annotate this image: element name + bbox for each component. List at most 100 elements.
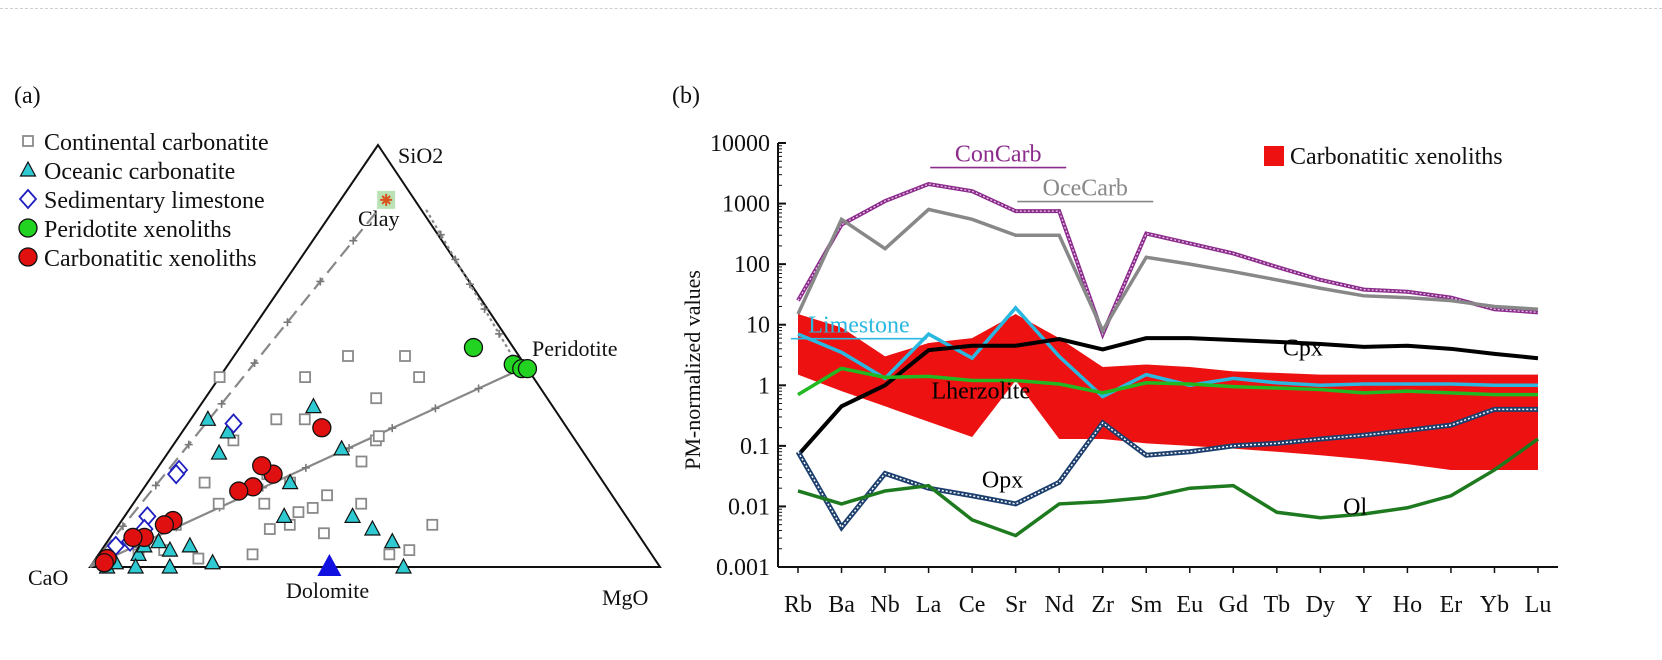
mixing-tick (283, 318, 292, 327)
point-oceanic-carbonatite (333, 439, 351, 456)
mixing-tick (118, 522, 127, 531)
ternary-triangle (88, 143, 662, 568)
point-oceanic-carbonatite (344, 507, 362, 523)
y-tick-label: 0.01 (728, 494, 770, 520)
point-carbonatitic-xenoliths (94, 553, 114, 573)
point-continental-carbonatite (403, 544, 416, 557)
legend-a-label: Sedimentary limestone (44, 188, 265, 214)
mixing-tick (349, 236, 358, 245)
legend-a-label: Peridotite xenoliths (44, 217, 231, 243)
y-tick-label: 0.001 (716, 555, 770, 581)
clay-label: Clay (358, 206, 400, 231)
peridotite-label: Peridotite (532, 336, 618, 361)
x-tick-label: Nb (870, 592, 899, 618)
point-continental-carbonatite (321, 489, 333, 502)
y-tick-label: 10 (746, 313, 770, 339)
point-oceanic-carbonatite (199, 410, 217, 426)
point-continental-carbonatite (246, 548, 259, 561)
apex-mgo-label: MgO (602, 585, 648, 610)
x-tick-label: Sm (1130, 592, 1162, 618)
point-continental-carbonatite (413, 371, 426, 384)
point-oceanic-carbonatite (210, 443, 228, 460)
point-sedimentary-limestone (224, 413, 243, 434)
point-continental-carbonatite (383, 548, 396, 561)
series-line-opx-pattern (797, 408, 1538, 529)
y-tick-label: 1 (758, 373, 770, 399)
dolomite-label: Dolomite (286, 578, 369, 603)
point-continental-carbonatite (318, 527, 330, 540)
series-label-cpx: Cpx (1283, 336, 1323, 362)
point-continental-carbonatite (212, 497, 225, 510)
series-lines (795, 181, 1540, 538)
mixing-tick (451, 255, 460, 264)
legend-a-label: Oceanic carbonatite (44, 159, 235, 185)
x-tick-label: Dy (1306, 592, 1335, 618)
clay-star (380, 193, 393, 206)
series-line-cpx (796, 336, 1539, 457)
x-tick-label: Eu (1176, 592, 1203, 618)
x-tick-label: Er (1440, 592, 1463, 618)
point-sedimentary-limestone (166, 463, 186, 485)
x-tick-label: La (916, 592, 942, 618)
x-tick-label: Tb (1263, 592, 1290, 618)
legend-a-marker (18, 218, 38, 238)
apex-cao-label: CaO (28, 565, 68, 590)
x-tick-label: Ba (828, 592, 855, 618)
point-oceanic-carbonatite (181, 536, 199, 553)
x-tick-label: Nd (1045, 592, 1074, 618)
ternary-points (94, 190, 538, 576)
point-continental-carbonatite (298, 413, 311, 426)
y-tick-label: 1000 (722, 192, 770, 218)
point-peridotite-xenoliths (463, 337, 484, 358)
legend-a-marker (18, 247, 38, 267)
series-line-ol (797, 437, 1540, 538)
point-oceanic-carbonatite (394, 557, 413, 574)
point-oceanic-carbonatite (363, 519, 381, 536)
x-tick-label: Rb (784, 592, 812, 618)
apex-sio2-label: SiO2 (398, 143, 443, 168)
series-line-ocecarb (796, 207, 1539, 335)
x-tick-label: Ho (1393, 592, 1422, 618)
mixing-tick (431, 404, 440, 413)
point-oceanic-carbonatite (383, 532, 401, 549)
series-label-concarb: ConCarb (955, 142, 1042, 168)
top-dashed-border (0, 8, 1662, 9)
point-oceanic-carbonatite (281, 473, 299, 490)
point-carbonatitic-xenoliths (154, 515, 175, 535)
point-oceanic-carbonatite (127, 557, 145, 574)
mixing-tick (301, 463, 310, 472)
x-tick-label: Ce (959, 592, 986, 618)
x-tick-label: Yb (1480, 592, 1509, 618)
mixing-tick (217, 399, 226, 408)
mixing-tick (184, 440, 193, 449)
mixing-tick (480, 305, 489, 314)
y-tick-label: 100 (734, 252, 770, 278)
point-continental-carbonatite (299, 371, 312, 384)
legend-a-marker (22, 135, 34, 147)
x-tick-label: Lu (1525, 592, 1552, 618)
point-carbonatitic-xenoliths (252, 456, 272, 476)
mixing-tick (151, 481, 160, 490)
point-continental-carbonatite (270, 413, 283, 426)
point-oceanic-carbonatite (130, 545, 148, 561)
legend-a: Continental carbonatite Oceanic carbonati… (18, 130, 269, 272)
mixing-tick (465, 280, 474, 289)
point-oceanic-carbonatite (150, 532, 168, 549)
y-axis-label: PM-normalized values (680, 270, 705, 470)
point-carbonatitic-xenoliths (123, 527, 143, 548)
band-group (798, 314, 1538, 470)
point-continental-carbonatite (258, 497, 271, 510)
mixing-line-clay (89, 199, 388, 568)
legend-a-marker (18, 188, 38, 210)
point-oceanic-carbonatite (161, 557, 179, 574)
legend-a-marker (19, 160, 37, 177)
series-line-limestone (797, 305, 1538, 399)
x-tick-label: Zr (1091, 592, 1114, 618)
legend-b-swatch (1264, 146, 1284, 166)
point-continental-carbonatite (306, 502, 319, 514)
point-continental-carbonatite (342, 350, 354, 362)
panel-b-spider: (b) PM-normalized values 0.001 0.01 0.1 1 10… (672, 83, 1558, 618)
point-oceanic-carbonatite (275, 507, 293, 523)
